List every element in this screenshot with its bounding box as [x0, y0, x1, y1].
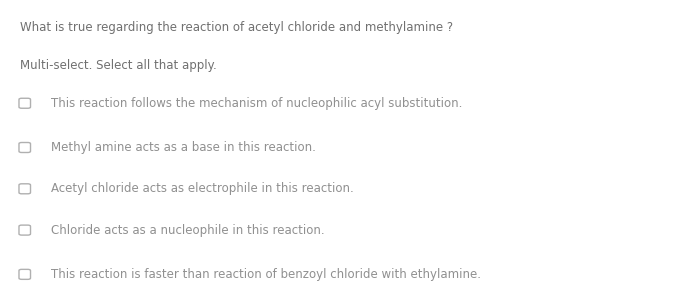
Text: Chloride acts as a nucleophile in this reaction.: Chloride acts as a nucleophile in this r…: [51, 224, 325, 237]
FancyBboxPatch shape: [19, 269, 31, 279]
FancyBboxPatch shape: [19, 225, 31, 235]
Text: This reaction follows the mechanism of nucleophilic acyl substitution.: This reaction follows the mechanism of n…: [51, 97, 462, 110]
Text: Methyl amine acts as a base in this reaction.: Methyl amine acts as a base in this reac…: [51, 141, 316, 154]
FancyBboxPatch shape: [19, 184, 31, 194]
Text: What is true regarding the reaction of acetyl chloride and methylamine ?: What is true regarding the reaction of a…: [20, 21, 454, 34]
Text: This reaction is faster than reaction of benzoyl chloride with ethylamine.: This reaction is faster than reaction of…: [51, 268, 481, 281]
Text: Multi-select. Select all that apply.: Multi-select. Select all that apply.: [20, 59, 217, 72]
FancyBboxPatch shape: [19, 142, 31, 153]
Text: Acetyl chloride acts as electrophile in this reaction.: Acetyl chloride acts as electrophile in …: [51, 182, 354, 195]
FancyBboxPatch shape: [19, 98, 31, 108]
